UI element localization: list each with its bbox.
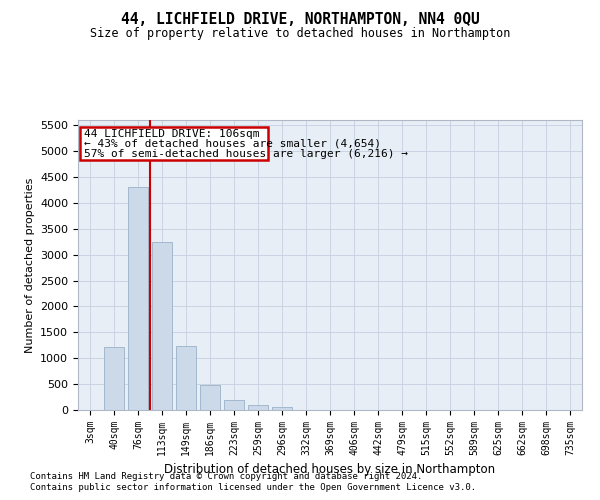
Bar	[272, 407, 292, 410]
Bar	[152, 242, 172, 410]
Bar	[128, 188, 148, 410]
Text: ← 43% of detached houses are smaller (4,654): ← 43% of detached houses are smaller (4,…	[84, 139, 381, 149]
Bar	[176, 346, 196, 410]
Text: Size of property relative to detached houses in Northampton: Size of property relative to detached ho…	[90, 28, 510, 40]
Bar	[200, 385, 220, 410]
Bar	[224, 400, 244, 410]
Text: Contains public sector information licensed under the Open Government Licence v3: Contains public sector information licen…	[30, 484, 476, 492]
X-axis label: Distribution of detached houses by size in Northampton: Distribution of detached houses by size …	[164, 464, 496, 476]
Y-axis label: Number of detached properties: Number of detached properties	[25, 178, 35, 352]
Text: 57% of semi-detached houses are larger (6,216) →: 57% of semi-detached houses are larger (…	[84, 149, 408, 159]
Text: 44, LICHFIELD DRIVE, NORTHAMPTON, NN4 0QU: 44, LICHFIELD DRIVE, NORTHAMPTON, NN4 0Q…	[121, 12, 479, 28]
Bar	[104, 347, 124, 410]
FancyBboxPatch shape	[80, 127, 268, 160]
Text: Contains HM Land Registry data © Crown copyright and database right 2024.: Contains HM Land Registry data © Crown c…	[30, 472, 422, 481]
Bar	[248, 406, 268, 410]
Text: 44 LICHFIELD DRIVE: 106sqm: 44 LICHFIELD DRIVE: 106sqm	[84, 129, 260, 139]
